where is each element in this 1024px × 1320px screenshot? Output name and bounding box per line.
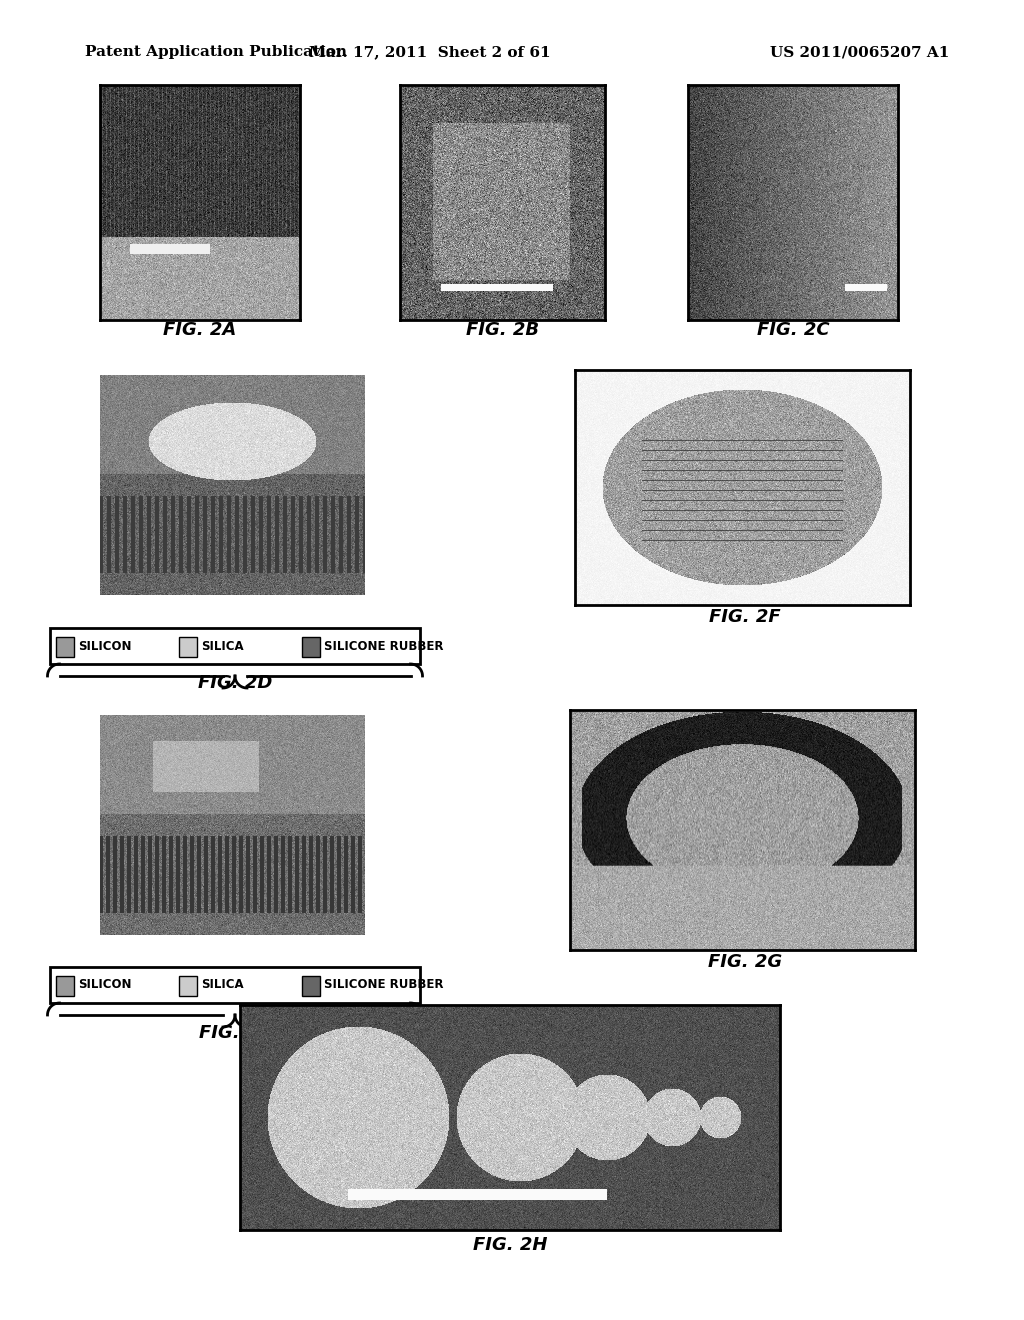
- Text: FIG. 2G: FIG. 2G: [708, 953, 782, 972]
- Text: FIG. 2C: FIG. 2C: [757, 321, 829, 339]
- Text: FIG. 2B: FIG. 2B: [467, 321, 540, 339]
- Text: SILICON: SILICON: [78, 978, 131, 991]
- Bar: [56, 975, 74, 997]
- Bar: [302, 638, 319, 657]
- Text: Patent Application Publication: Patent Application Publication: [85, 45, 347, 59]
- Bar: [302, 975, 319, 997]
- Text: SILICON: SILICON: [78, 639, 131, 652]
- Bar: [50, 968, 420, 1003]
- Text: FIG. 2A: FIG. 2A: [164, 321, 237, 339]
- Bar: [50, 628, 420, 664]
- Bar: [179, 975, 197, 997]
- Bar: [56, 638, 74, 657]
- Text: SILICA: SILICA: [201, 639, 244, 652]
- Text: FIG. 2F: FIG. 2F: [710, 609, 781, 626]
- Text: SILICONE RUBBER: SILICONE RUBBER: [324, 639, 443, 652]
- Text: FIG. 2E: FIG. 2E: [200, 1024, 270, 1041]
- Text: US 2011/0065207 A1: US 2011/0065207 A1: [770, 45, 949, 59]
- Text: FIG. 2H: FIG. 2H: [473, 1236, 547, 1254]
- Bar: [179, 638, 197, 657]
- Text: SILICONE RUBBER: SILICONE RUBBER: [324, 978, 443, 991]
- Text: FIG. 2D: FIG. 2D: [198, 675, 272, 692]
- Text: Mar. 17, 2011  Sheet 2 of 61: Mar. 17, 2011 Sheet 2 of 61: [309, 45, 551, 59]
- Text: SILICA: SILICA: [201, 978, 244, 991]
